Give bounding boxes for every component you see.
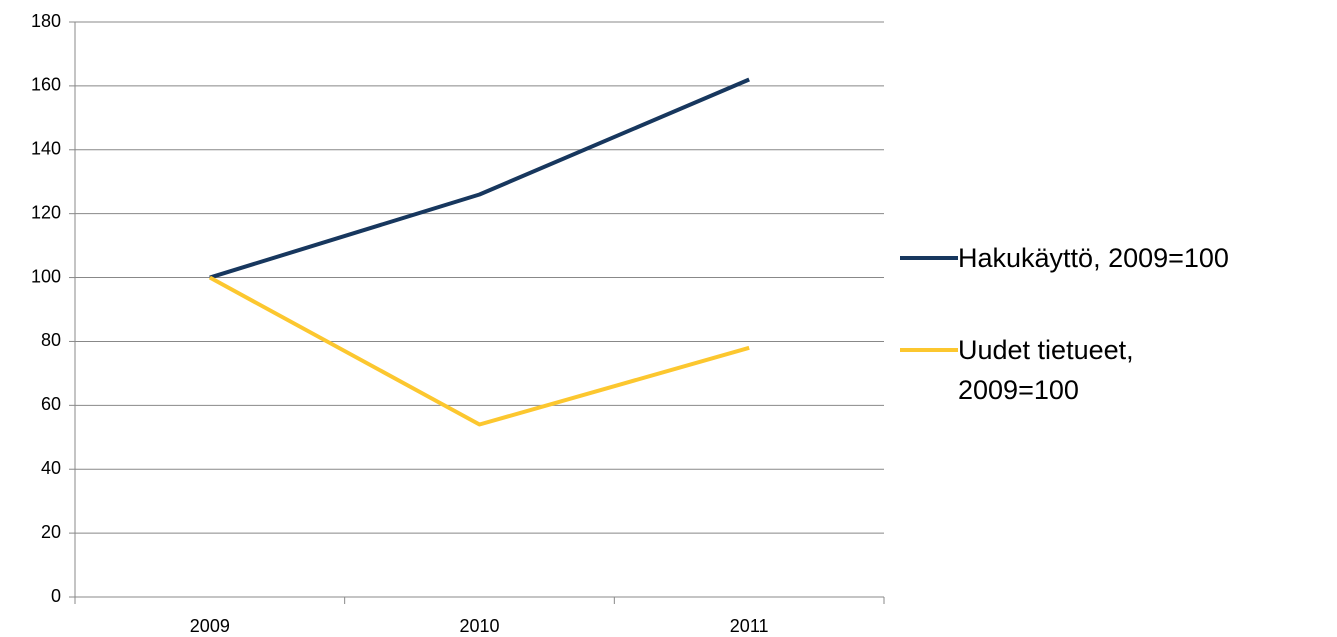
series-line: [209, 77, 750, 280]
x-tick-label: 2009: [190, 616, 230, 636]
series-line: [208, 275, 750, 427]
x-tick-label: 2010: [459, 616, 499, 636]
y-tick-label: 180: [31, 11, 61, 31]
y-tick-label: 40: [41, 458, 61, 478]
x-tick-label: 2011: [730, 616, 769, 636]
y-tick-label: 0: [51, 586, 61, 606]
y-tick-label: 120: [31, 202, 61, 222]
legend-entry: Hakukäyttö, 2009=100: [900, 238, 1337, 278]
y-tick-label: 100: [31, 266, 61, 286]
legend-swatch: [900, 256, 958, 260]
y-tick-label: 140: [31, 139, 61, 159]
y-tick-label: 60: [41, 394, 61, 414]
legend-entry: Uudet tietueet, 2009=100: [900, 330, 1228, 410]
legend-label: Hakukäyttö, 2009=100: [958, 243, 1229, 273]
legend-label: Uudet tietueet, 2009=100: [958, 335, 1134, 405]
legend-swatch: [900, 348, 958, 352]
y-tick-label: 80: [41, 330, 61, 350]
y-tick-label: 160: [31, 75, 61, 95]
y-tick-label: 20: [41, 522, 61, 542]
